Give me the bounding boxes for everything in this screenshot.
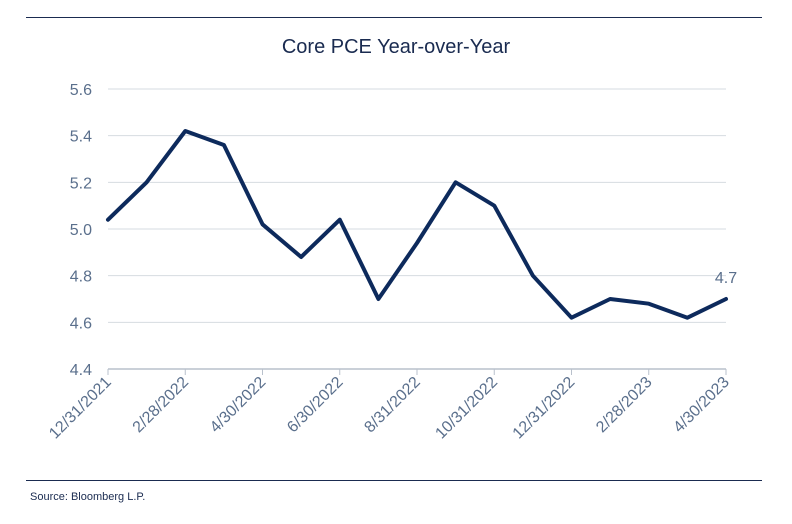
- x-tick-label: 10/31/2022: [432, 374, 501, 443]
- y-axis-ticks: 4.4 4.6 4.8 5.0 5.2 5.4 5.6: [70, 82, 92, 379]
- source-note: Source: Bloomberg L.P.: [30, 491, 146, 503]
- x-axis-ticks: 12/31/2021 2/28/2022 4/30/2022 6/30/2022 8/3…: [46, 369, 733, 442]
- y-tick-label: 5.2: [70, 175, 92, 192]
- x-tick-label: 4/30/2022: [207, 374, 269, 436]
- y-tick-label: 4.6: [70, 315, 92, 332]
- chart-title: Core PCE Year-over-Year: [281, 36, 511, 58]
- x-tick-label: 2/28/2022: [130, 374, 192, 436]
- grid-lines: [108, 88, 726, 370]
- series-layer: [106, 129, 728, 320]
- y-tick-label: 4.4: [70, 362, 92, 379]
- data-labels: 4.7: [715, 270, 737, 287]
- x-tick-label: 4/30/2023: [670, 374, 732, 436]
- y-tick-label: 5.6: [70, 82, 92, 99]
- data-label-last-value: 4.7: [715, 270, 737, 287]
- x-tick-label: 6/30/2022: [284, 374, 346, 436]
- series-line-core-pce: [106, 129, 728, 320]
- y-tick-label: 5.0: [70, 222, 92, 239]
- top-rule: [26, 17, 762, 18]
- bottom-rule: [26, 480, 762, 481]
- x-tick-label: 8/31/2022: [361, 374, 423, 436]
- line-chart: 4.44.64.85.05.25.45.6 12/31/2021 2/28/202…: [46, 82, 737, 442]
- x-tick-label: 2/28/2023: [593, 374, 655, 436]
- x-tick-label: 12/31/2021: [46, 374, 115, 443]
- x-tick-label: 12/31/2022: [510, 374, 579, 443]
- y-tick-label: 4.8: [70, 269, 92, 286]
- y-tick-label: 5.4: [70, 129, 92, 146]
